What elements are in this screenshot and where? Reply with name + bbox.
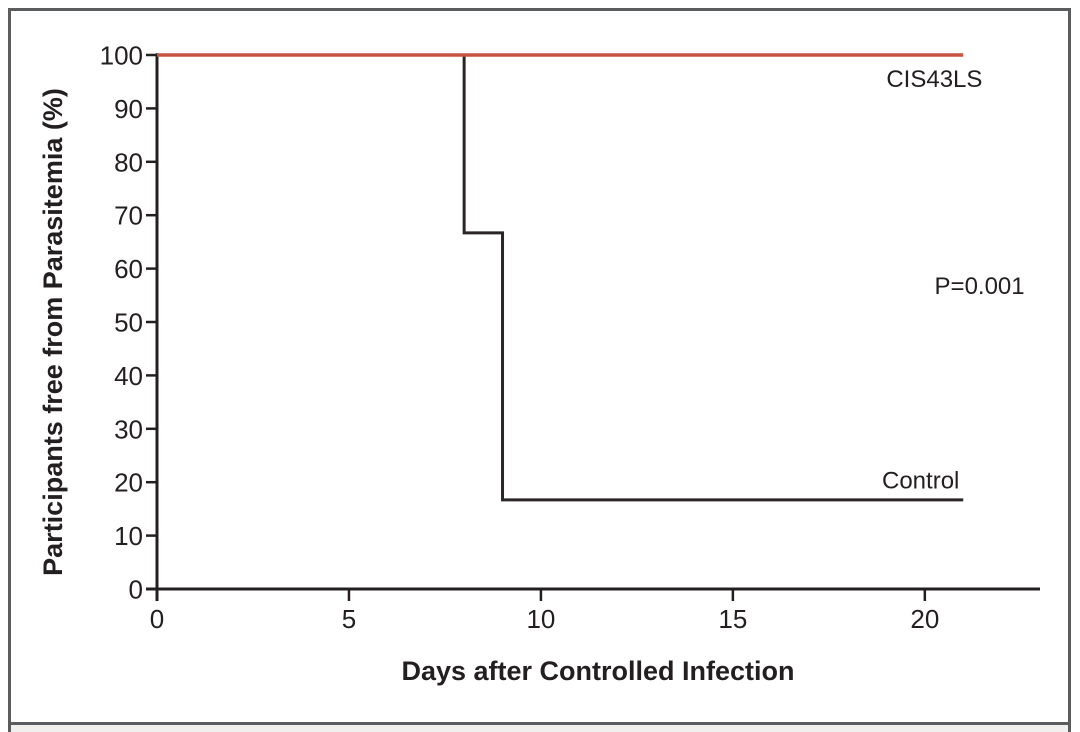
figure-panel-divider bbox=[8, 722, 1071, 725]
y-tick-label-0: 0 bbox=[129, 575, 143, 605]
x-axis-title: Days after Controlled Infection bbox=[401, 656, 794, 686]
next-panel-edge bbox=[11, 725, 1068, 732]
x-tick-label-20: 20 bbox=[910, 604, 939, 634]
y-tick-label-100: 100 bbox=[100, 41, 143, 71]
y-tick-label-20: 20 bbox=[114, 468, 143, 498]
y-tick-label-10: 10 bbox=[114, 521, 143, 551]
annotation-control: Control bbox=[882, 468, 959, 495]
x-tick-label-15: 15 bbox=[718, 604, 747, 634]
y-tick-label-40: 40 bbox=[114, 361, 143, 391]
figure-border-left bbox=[8, 8, 11, 732]
annotation-p-0-001: P=0.001 bbox=[935, 273, 1025, 300]
figure-border-right bbox=[1068, 8, 1071, 732]
y-tick-label-90: 90 bbox=[114, 94, 143, 124]
y-tick-label-30: 30 bbox=[114, 414, 143, 444]
y-tick-label-70: 70 bbox=[114, 201, 143, 231]
y-tick-label-80: 80 bbox=[114, 147, 143, 177]
y-axis-title: Participants free from Parasitemia (%) bbox=[38, 88, 68, 576]
series-line-control bbox=[157, 53, 964, 502]
chart-plot-area: 0 10 20 30 40 50 60 70 80 90 100 0 5 10 15 20 CIS43LS P=0… bbox=[100, 41, 1040, 634]
figure-border-top bbox=[8, 8, 1071, 11]
annotation-cis43ls: CIS43LS bbox=[886, 66, 982, 93]
y-tick-label-60: 60 bbox=[114, 254, 143, 284]
y-tick-label-50: 50 bbox=[114, 308, 143, 338]
x-tick-label-0: 0 bbox=[150, 604, 164, 634]
x-tick-label-10: 10 bbox=[526, 604, 555, 634]
x-tick-label-5: 5 bbox=[342, 604, 356, 634]
